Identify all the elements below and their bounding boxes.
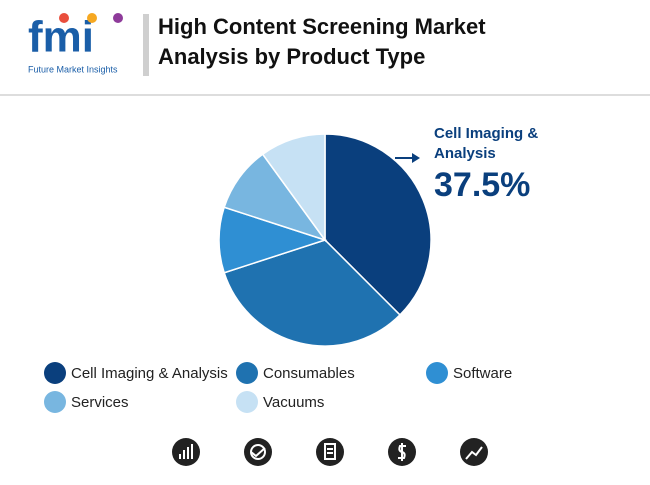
chart-title: High Content Screening Market Analysis b… <box>158 14 486 69</box>
divider <box>143 14 149 76</box>
pie-slice <box>261 133 326 243</box>
callout-label: Cell Imaging & Analysis <box>434 125 539 162</box>
legend-swatch <box>426 362 448 384</box>
callout-box: Cell Imaging & Analysis <box>434 125 539 162</box>
value-label: 37.5% <box>434 166 530 204</box>
title-box: High Content Screening Market Analysis b… <box>158 14 486 69</box>
legend-swatch <box>236 362 258 384</box>
brand: Future Market Insights <box>28 64 118 74</box>
legend-label: Vacuums <box>263 394 324 411</box>
legend-swatch <box>44 362 66 384</box>
logo-dot <box>87 13 97 23</box>
legend-label: Software <box>453 365 512 382</box>
icon <box>172 438 200 466</box>
legend-label: Services <box>71 394 129 411</box>
pie-slice <box>324 133 432 317</box>
callout-arrowhead <box>412 153 420 163</box>
logo-dot <box>113 13 123 23</box>
icon <box>244 438 272 466</box>
icon-glyphs <box>179 443 483 461</box>
legend-swatch <box>44 391 66 413</box>
icon <box>460 438 488 466</box>
pie-slice <box>223 239 402 347</box>
legend-label: Consumables <box>263 365 355 382</box>
legend-label: Cell Imaging & Analysis <box>71 365 228 382</box>
logo-dot <box>59 13 69 23</box>
legend-swatch <box>236 391 258 413</box>
